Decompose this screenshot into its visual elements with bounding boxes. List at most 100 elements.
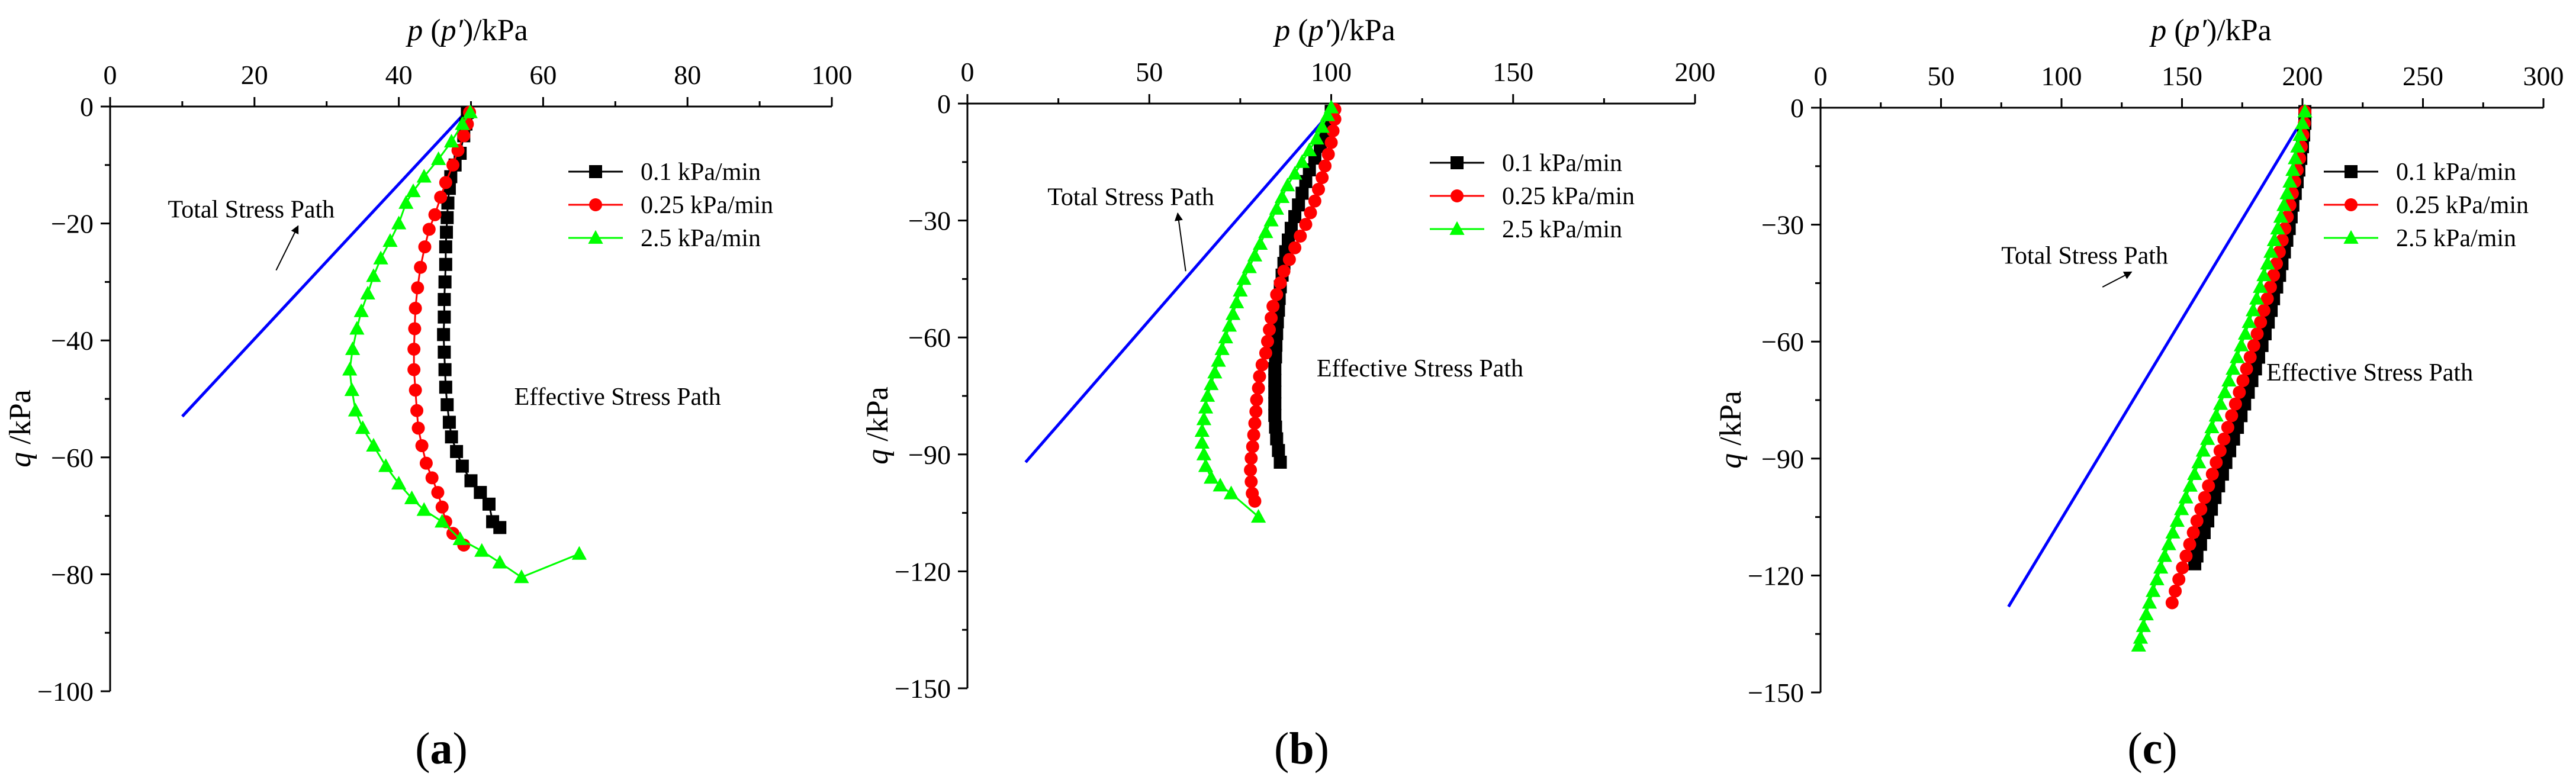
x-tick-label: 150 (2162, 61, 2202, 91)
data-point (342, 362, 358, 376)
data-point (1229, 294, 1244, 308)
data-point (360, 285, 375, 300)
data-point (1223, 485, 1239, 500)
y-tick-label: −60 (908, 323, 951, 353)
data-point (1268, 373, 1282, 387)
x-tick-label: 0 (1814, 61, 1828, 91)
data-point (438, 363, 452, 376)
data-point (1207, 365, 1223, 379)
data-point (409, 301, 422, 315)
data-point (1199, 388, 1215, 402)
data-point (1304, 206, 1317, 220)
data-point (425, 471, 439, 485)
data-point (1269, 420, 1282, 434)
legend-item-1: 0.25 kPa/min (1430, 183, 1635, 210)
data-point (2187, 466, 2202, 481)
data-point (378, 458, 394, 472)
x-tick-label: 100 (2041, 61, 2082, 91)
data-point (474, 543, 490, 557)
data-point (2136, 618, 2152, 632)
data-point (1277, 265, 1291, 278)
data-point (2205, 502, 2218, 516)
data-point (2195, 443, 2211, 457)
panel-a: 0 20 40 60 80 100 0 −20 −40 −60 −80 −100 p (p′)/kPa q… (4, 14, 853, 774)
series-2 (2131, 104, 2313, 652)
legend-marker (2345, 165, 2358, 178)
data-point (440, 211, 454, 224)
data-point (2231, 421, 2244, 434)
legend-label: 0.1 kPa/min (2396, 159, 2516, 186)
data-point (428, 208, 442, 221)
data-point (1268, 385, 1282, 399)
series-1 (407, 105, 477, 552)
data-point (1233, 282, 1248, 297)
data-point (1272, 444, 1285, 457)
data-point (407, 363, 421, 376)
data-point (430, 151, 446, 165)
series-0 (437, 105, 507, 534)
x-axis-title: p (p′)/kPa (405, 14, 528, 47)
series-2 (342, 104, 587, 584)
data-point (2199, 431, 2215, 445)
y-tick-label: −20 (51, 209, 94, 239)
y-tick-label: −60 (51, 443, 94, 473)
data-point (1242, 259, 1257, 273)
data-point (1204, 470, 1219, 484)
data-point (455, 459, 469, 473)
data-point (1299, 218, 1313, 231)
x-tick-label: 200 (1675, 57, 1716, 87)
data-point (1214, 341, 1230, 355)
data-point (391, 476, 407, 490)
data-point (1248, 494, 1262, 508)
data-point (1287, 166, 1303, 180)
data-point (2250, 327, 2264, 341)
data-point (2266, 232, 2282, 246)
data-point (1263, 212, 1279, 227)
data-point (2237, 326, 2253, 340)
data-point (1270, 288, 1284, 301)
data-point (1247, 428, 1260, 442)
data-point (409, 384, 422, 397)
data-point (398, 195, 414, 209)
data-point (411, 421, 425, 435)
data-point (2153, 560, 2169, 574)
data-point (474, 486, 487, 500)
data-point (1268, 397, 1282, 411)
effective-stress-path-label: Effective Stress Path (2266, 359, 2473, 386)
y-tick-label: −150 (895, 674, 951, 704)
x-tick-label: 150 (1493, 57, 1533, 87)
data-point (440, 225, 454, 239)
data-point (2263, 244, 2279, 258)
data-point (415, 439, 429, 453)
legend-label: 0.25 kPa/min (2396, 192, 2529, 219)
data-point (439, 240, 452, 254)
data-point (1263, 323, 1276, 337)
data-point (482, 497, 496, 511)
data-point (1326, 124, 1340, 138)
legend-marker (1451, 189, 1464, 202)
x-tick-label: 100 (812, 60, 853, 90)
data-point (2297, 104, 2313, 118)
data-point (353, 303, 369, 317)
legend-item-0: 0.1 kPa/min (2324, 159, 2516, 186)
data-point (2186, 526, 2200, 539)
total-stress-path-label: Total Stress Path (1047, 183, 1214, 211)
data-point (2212, 396, 2228, 410)
data-point (1249, 405, 1263, 418)
data-point (2233, 337, 2249, 352)
data-point (2245, 374, 2259, 388)
data-point (1321, 147, 1335, 161)
y-tick-label: −120 (1748, 560, 1804, 591)
y-tick-label: −150 (1748, 678, 1804, 708)
data-point (435, 514, 450, 528)
data-point (407, 343, 421, 356)
data-point (2208, 408, 2224, 422)
y-tick-label: 0 (80, 92, 94, 122)
data-point (1211, 353, 1226, 367)
data-point (2217, 384, 2233, 398)
panel-b: 0 50 100 150 200 0 −30 −60 −90 −120 −150 p (p′)/kPa… (861, 14, 1716, 774)
x-tick-label: 200 (2282, 61, 2323, 91)
data-point (2165, 596, 2179, 610)
data-point (1273, 455, 1287, 469)
